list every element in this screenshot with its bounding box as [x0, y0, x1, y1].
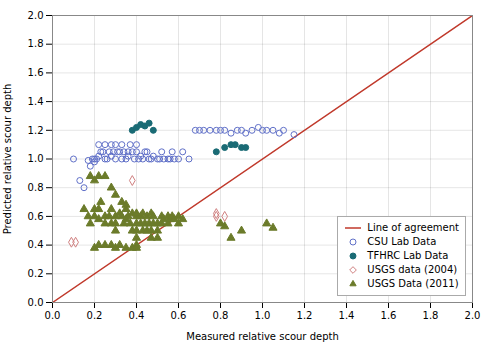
svg-text:1.8: 1.8	[423, 310, 439, 321]
svg-text:1.6: 1.6	[381, 310, 397, 321]
svg-text:0.2: 0.2	[87, 310, 103, 321]
svg-text:0.4: 0.4	[129, 310, 145, 321]
svg-text:1.6: 1.6	[28, 67, 44, 78]
svg-text:0.8: 0.8	[213, 310, 229, 321]
svg-text:Measured relative scour depth: Measured relative scour depth	[186, 331, 339, 342]
svg-text:0.6: 0.6	[171, 310, 187, 321]
svg-text:1.4: 1.4	[339, 310, 355, 321]
svg-text:1.4: 1.4	[28, 96, 44, 107]
svg-text:0.2: 0.2	[28, 268, 44, 279]
html-text:CSU Lab Data: CSU Lab Data	[367, 236, 437, 247]
svg-text:0.6: 0.6	[28, 211, 44, 222]
html-text:USGS data (2004): USGS data (2004)	[367, 264, 458, 275]
svg-text:1.0: 1.0	[255, 310, 271, 321]
svg-text:0.8: 0.8	[28, 182, 44, 193]
svg-text:2.0: 2.0	[465, 310, 481, 321]
svg-text:0.4: 0.4	[28, 239, 44, 250]
html-text:Line of agreement: Line of agreement	[367, 222, 459, 233]
svg-text:0.0: 0.0	[45, 310, 61, 321]
svg-text:1.8: 1.8	[28, 38, 44, 49]
html-text:USGS Data (2011): USGS Data (2011)	[367, 278, 459, 289]
svg-text:Predicted relative scour depth: Predicted relative scour depth	[2, 84, 13, 235]
svg-text:0.0: 0.0	[28, 297, 44, 308]
svg-text:1.2: 1.2	[28, 125, 44, 136]
svg-text:1.0: 1.0	[28, 153, 44, 164]
svg-text:1.2: 1.2	[297, 310, 313, 321]
html-text:TFHRC Lab Data: TFHRC Lab Data	[367, 250, 449, 261]
svg-text:2.0: 2.0	[28, 10, 44, 21]
